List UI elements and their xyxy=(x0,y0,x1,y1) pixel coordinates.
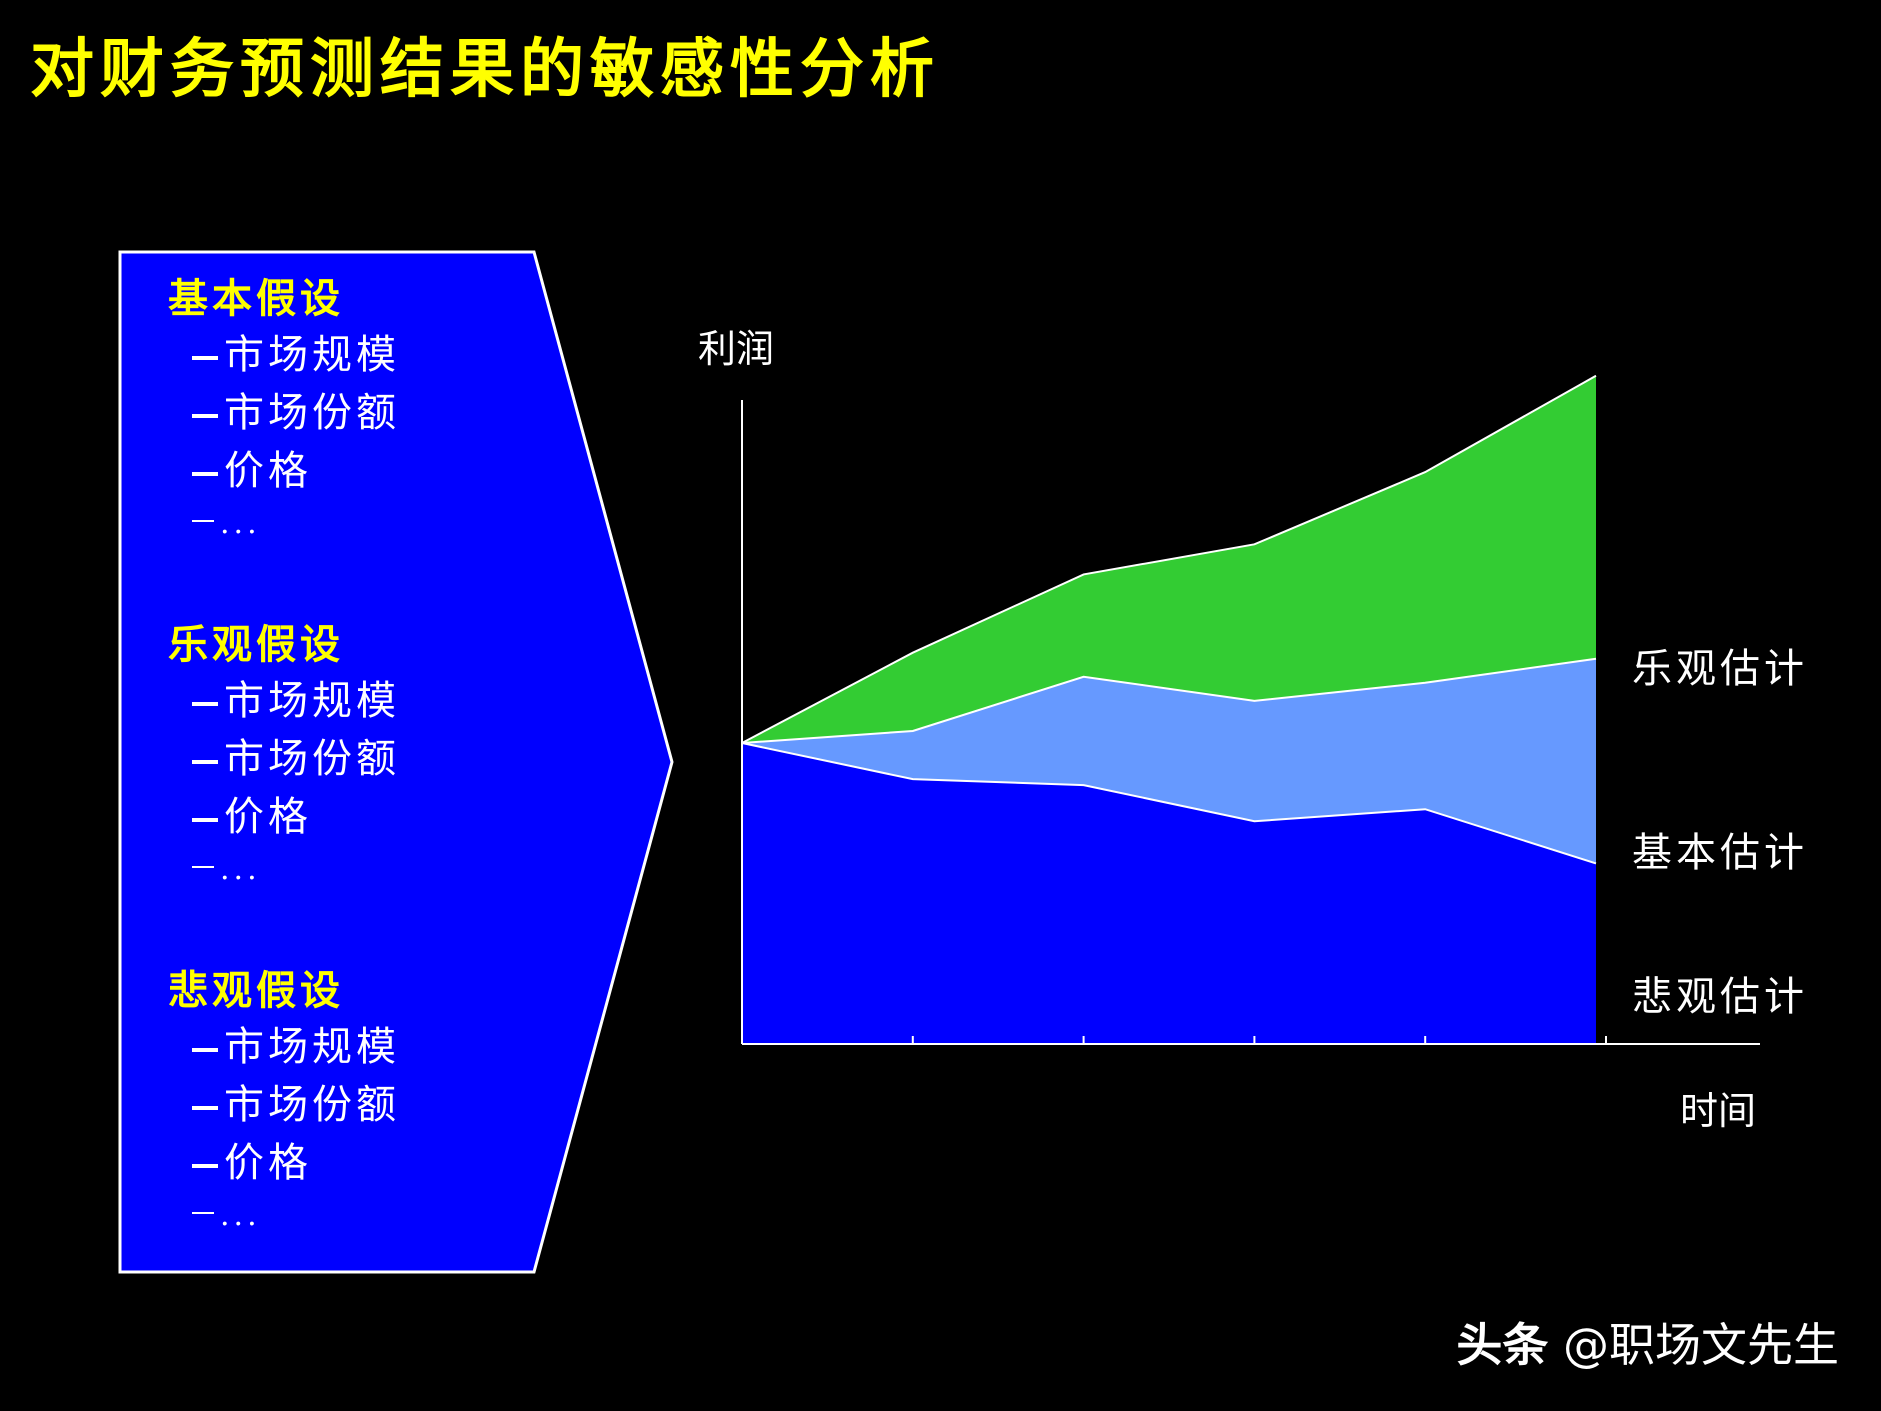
list-item-label: 市场规模 xyxy=(224,678,400,724)
dash-icon xyxy=(192,520,214,522)
line-optimistic xyxy=(741,374,1597,744)
list-item-label: ... xyxy=(220,506,261,541)
list-item-label: 价格 xyxy=(224,448,312,494)
line-pessimistic xyxy=(741,742,1597,865)
list-item: ... xyxy=(192,1198,261,1233)
dash-icon xyxy=(192,760,218,764)
dash-icon xyxy=(192,356,218,360)
list-item-label: 价格 xyxy=(224,794,312,840)
list-item: 价格 xyxy=(192,784,312,842)
x-axis-label: 时间 xyxy=(1680,1089,1757,1133)
list-item-label: 市场规模 xyxy=(224,1024,400,1070)
line-base xyxy=(741,657,1597,744)
list-item: 市场份额 xyxy=(192,1072,400,1130)
dash-icon xyxy=(192,1106,218,1110)
list-item-label: 市场规模 xyxy=(224,332,400,378)
watermark-brand: 头条 xyxy=(1456,1318,1549,1372)
list-item: ... xyxy=(192,852,261,887)
list-item: ... xyxy=(192,506,261,541)
dash-icon xyxy=(192,818,218,822)
dash-icon xyxy=(192,1164,218,1168)
list-item-label: 市场份额 xyxy=(224,736,400,782)
watermark-handle: @职场文先生 xyxy=(1563,1318,1839,1372)
dash-icon xyxy=(192,702,218,706)
dash-icon xyxy=(192,866,214,868)
watermark: 头条 @职场文先生 xyxy=(1456,1309,1839,1375)
list-item-label: 市场份额 xyxy=(224,1082,400,1128)
list-item-label: 价格 xyxy=(224,1140,312,1186)
list-item: 市场规模 xyxy=(192,668,400,726)
list-item-label: 市场份额 xyxy=(224,390,400,436)
dash-icon xyxy=(192,1048,218,1052)
group-heading-base: 基本假设 xyxy=(168,275,344,322)
dash-icon xyxy=(192,1212,214,1214)
dash-icon xyxy=(192,472,218,476)
arrow-shape xyxy=(118,250,674,1274)
list-item: 市场规模 xyxy=(192,322,400,380)
series-label-base: 基本估计 xyxy=(1632,830,1808,876)
list-item: 市场份额 xyxy=(192,726,400,784)
list-item: 价格 xyxy=(192,1130,312,1188)
dash-icon xyxy=(192,414,218,418)
page-title: 对财务预测结果的敏感性分析 xyxy=(30,33,940,107)
list-item: 市场份额 xyxy=(192,380,400,438)
list-item-label: ... xyxy=(220,1198,261,1233)
y-axis-label: 利润 xyxy=(698,327,775,371)
list-item: 价格 xyxy=(192,438,312,496)
list-item-label: ... xyxy=(220,852,261,887)
list-item: 市场规模 xyxy=(192,1014,400,1072)
area-pessimistic xyxy=(742,743,1596,1044)
series-label-pessimistic: 悲观估计 xyxy=(1632,974,1808,1020)
group-heading-pessimistic: 悲观假设 xyxy=(168,967,344,1014)
group-heading-optimistic: 乐观假设 xyxy=(168,621,344,668)
series-label-optimistic: 乐观估计 xyxy=(1632,646,1808,692)
